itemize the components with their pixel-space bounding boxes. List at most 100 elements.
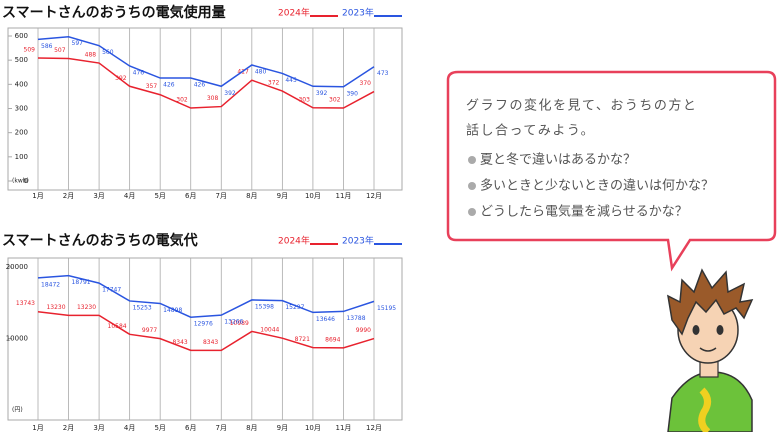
y-tick-label: 500 [15, 56, 28, 64]
x-tick-label: 7月 [216, 192, 227, 200]
hair [667, 268, 754, 336]
data-label: 476 [133, 69, 145, 76]
y-tick-label: 0 [24, 177, 28, 185]
bullet [468, 182, 476, 190]
data-label: 392 [115, 75, 127, 82]
y-unit: (円) [12, 407, 23, 414]
data-label: 357 [146, 83, 158, 90]
x-tick-label: 4月 [124, 424, 135, 432]
data-label: 13788 [346, 315, 365, 322]
data-label: 17747 [102, 287, 121, 294]
chart: スマートさんのおうちの電気使用量 1月 2月 3月 4月 5月 6月 7月 8月 9月 10月 11月… [2, 4, 403, 200]
data-label: 9977 [142, 327, 157, 334]
x-tick-label: 12月 [366, 424, 382, 432]
data-label: 8343 [172, 339, 187, 346]
legend-label: 2024年 [278, 235, 310, 247]
line [37, 57, 375, 109]
x-tick-label: 5月 [154, 424, 165, 432]
data-label: 488 [85, 52, 97, 59]
x-tick-label: 3月 [93, 424, 104, 432]
data-label: 473 [377, 70, 389, 77]
x-tick-label: 7月 [216, 424, 227, 432]
bubble-question: 多いときと少ないときの違いは何かな？ [480, 178, 714, 194]
plot-frame [7, 257, 403, 421]
x-tick-label: 12月 [366, 192, 382, 200]
y-tick-label: 20000 [6, 263, 28, 271]
data-label: 13266 [224, 319, 243, 326]
bubble-intro: 話し合ってみよう。 [466, 123, 595, 139]
data-label: 308 [207, 95, 219, 102]
data-label: 509 [24, 46, 36, 53]
mouth [699, 347, 717, 352]
data-label: 10044 [260, 327, 279, 334]
data-label: 392 [224, 90, 236, 97]
data-label: 390 [346, 90, 358, 97]
x-tick-label: 2月 [63, 192, 74, 200]
data-label: 9990 [356, 327, 371, 334]
x-tick-label: 4月 [124, 192, 135, 200]
x-tick-label: 3月 [93, 192, 104, 200]
x-tick-label: 9月 [277, 424, 288, 432]
x-tick-label: 11月 [335, 192, 351, 200]
data-label: 302 [176, 97, 188, 104]
data-label: 18791 [72, 279, 91, 286]
chart: スマートさんのおうちの電気代 1月 2月 3月 4月 5月 6月 7月 8月 9月 10月 11月 12… [2, 232, 403, 432]
x-tick-label: 8月 [246, 424, 257, 432]
chart-title: スマートさんのおうちの電気代 [2, 232, 198, 249]
character [667, 268, 754, 432]
y-tick-label: 200 [15, 129, 28, 137]
bubble-question: 夏と冬で違いはあるかな？ [480, 152, 636, 168]
x-tick-label: 6月 [185, 192, 196, 200]
y-tick-label: 400 [15, 80, 28, 88]
bubble-shape [446, 70, 777, 272]
shirt-pattern [698, 387, 711, 432]
line [37, 274, 375, 318]
data-label: 15398 [255, 303, 274, 310]
chart-title: スマートさんのおうちの電気使用量 [2, 4, 226, 21]
x-tick-label: 11月 [335, 424, 351, 432]
data-label: 13743 [16, 300, 35, 307]
data-label: 13230 [46, 304, 65, 311]
data-label: 426 [194, 82, 206, 89]
data-label: 586 [41, 43, 53, 50]
data-label: 392 [316, 90, 328, 97]
data-label: 15297 [285, 304, 304, 311]
y-unit: (kwh) [12, 178, 29, 185]
eye [692, 325, 700, 335]
data-label: 426 [163, 82, 175, 89]
data-label: 8694 [325, 336, 340, 343]
data-label: 12976 [194, 321, 213, 328]
eye [716, 325, 724, 335]
x-tick-label: 1月 [32, 192, 43, 200]
plot-frame [7, 27, 403, 191]
x-tick-label: 9月 [277, 192, 288, 200]
data-label: 15253 [133, 304, 152, 311]
data-label: 8721 [295, 336, 310, 343]
bullet [468, 156, 476, 164]
data-label: 18472 [41, 281, 60, 288]
x-tick-label: 2月 [63, 424, 74, 432]
line [37, 35, 375, 88]
data-label: 8343 [203, 339, 218, 346]
x-tick-label: 6月 [185, 424, 196, 432]
data-label: 507 [54, 47, 66, 54]
x-tick-label: 10月 [305, 424, 321, 432]
data-label: 10584 [108, 323, 127, 330]
data-label: 372 [268, 80, 280, 87]
y-tick-label: 100 [15, 153, 28, 161]
speech-bubble [446, 70, 777, 272]
x-tick-label: 10月 [305, 192, 321, 200]
data-label: 13230 [77, 304, 96, 311]
x-tick-label: 8月 [246, 192, 257, 200]
data-label: 14898 [163, 307, 182, 314]
line [37, 310, 375, 352]
data-label: 597 [72, 40, 84, 47]
data-label: 13646 [316, 316, 335, 323]
y-tick-label: 300 [15, 105, 28, 113]
legend-label: 2023年 [342, 235, 374, 247]
bubble-question: どうしたら電気量を減らせるかな？ [480, 204, 688, 220]
y-tick-label: 10000 [6, 335, 28, 343]
data-label: 560 [102, 49, 114, 56]
